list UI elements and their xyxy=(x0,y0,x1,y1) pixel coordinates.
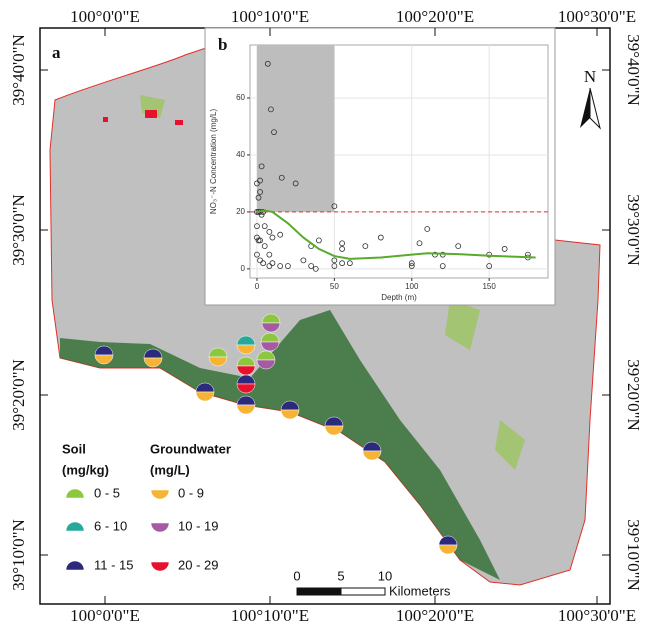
lat-label: 39°30'0"N xyxy=(624,194,643,266)
legend-title: Groundwater xyxy=(150,441,231,456)
x-tick-label: 150 xyxy=(482,282,496,291)
figure: 0501001500204060Depth (m)NO₃⁻-N Concentr… xyxy=(0,0,654,632)
legend-label: 10 - 19 xyxy=(178,518,218,533)
inset-chart: 0 50 100 150 0 20 40 60 Depth (m) NO₃⁻-N Concentr… xyxy=(205,28,555,305)
shaded-region xyxy=(257,45,334,212)
legend-title: Soil xyxy=(62,441,86,456)
legend-label: 0 - 5 xyxy=(94,485,120,500)
lat-label: 39°20'0"N xyxy=(624,359,643,431)
legend-label: 6 - 10 xyxy=(94,518,127,533)
x-tick-label: 50 xyxy=(330,282,339,291)
scale-label: 10 xyxy=(378,568,392,583)
scale-label: 5 xyxy=(337,568,344,583)
legend-label: 20 - 29 xyxy=(178,557,218,572)
y-tick-label: 60 xyxy=(236,93,245,102)
y-tick-label: 20 xyxy=(236,207,245,216)
lon-label: 100°10'0"E xyxy=(231,7,309,26)
lon-label: 100°0'0"E xyxy=(70,7,140,26)
legend-label: 11 - 15 xyxy=(94,557,134,572)
lon-label: 100°30'0"E xyxy=(558,606,636,625)
y-tick-label: 40 xyxy=(236,150,245,159)
lon-label: 100°10'0"E xyxy=(231,606,309,625)
lat-label: 39°30'0"N xyxy=(9,194,28,266)
lon-label: 100°20'0"E xyxy=(396,606,474,625)
y-tick-label: 0 xyxy=(241,264,246,273)
panel-label: a xyxy=(52,43,61,62)
legend-label: 0 - 9 xyxy=(178,485,204,500)
lon-label: 100°0'0"E xyxy=(70,606,140,625)
x-tick-label: 100 xyxy=(405,282,419,291)
lat-label: 39°40'0"N xyxy=(624,34,643,106)
lat-label: 39°10'0"N xyxy=(9,519,28,591)
lat-label: 39°40'0"N xyxy=(9,34,28,106)
scale-unit: Kilometers xyxy=(389,583,451,598)
scale-bar xyxy=(341,588,385,595)
x-tick-label: 0 xyxy=(255,282,260,291)
north-label: N xyxy=(584,67,596,86)
x-axis-label: Depth (m) xyxy=(381,293,417,302)
scale-label: 0 xyxy=(293,568,300,583)
lat-label: 39°10'0"N xyxy=(624,519,643,591)
y-axis-label: NO₃⁻-N Concentration (mg/L) xyxy=(209,109,218,215)
scale-bar xyxy=(297,588,341,595)
lon-label: 100°20'0"E xyxy=(396,7,474,26)
lon-label: 100°30'0"E xyxy=(558,7,636,26)
lat-label: 39°20'0"N xyxy=(9,359,28,431)
legend-unit: (mg/kg) xyxy=(62,462,109,477)
panel-label: b xyxy=(218,35,227,54)
legend-unit: (mg/L) xyxy=(150,462,190,477)
